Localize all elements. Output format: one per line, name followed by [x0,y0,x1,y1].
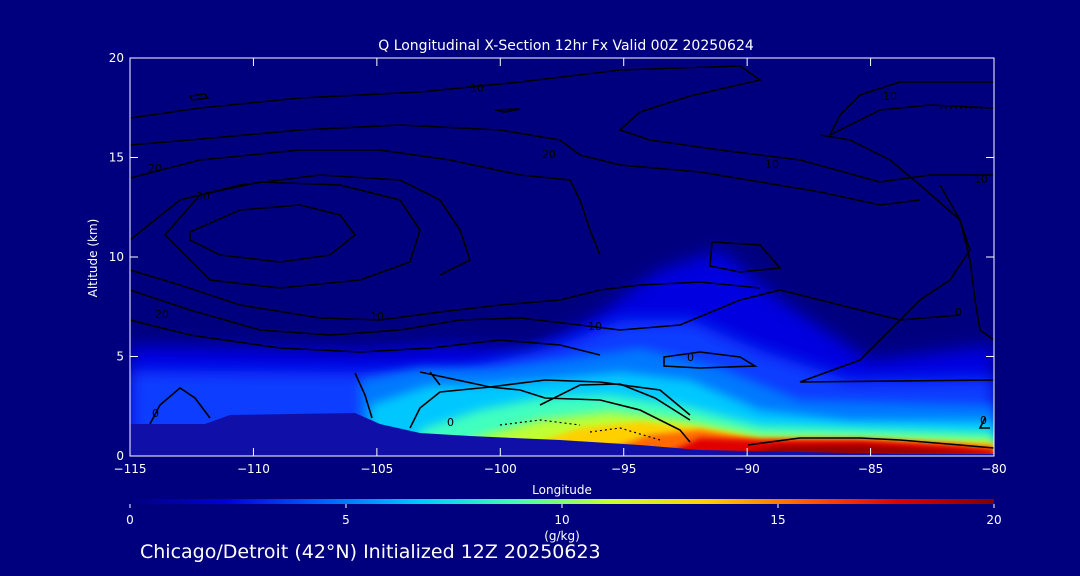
contour-label: 0 [980,414,987,427]
x-tick-label: −100 [484,462,517,476]
x-tick-label: −110 [237,462,270,476]
y-tick-label: 0 [116,449,124,463]
colorbar-ticks: 0 5 10 15 20 [126,504,1002,527]
contour-label: 30 [196,190,210,203]
terrain [130,413,994,456]
contour-label: 20 [148,162,162,175]
x-axis: −115 −110 −105 −100 −95 −90 −85 −80 [114,58,1007,476]
contour-label: 0 [152,407,159,420]
contour-label: 0 [447,416,454,429]
x-axis-label: Longitude [532,483,592,497]
y-tick-label: 20 [109,51,124,65]
x-tick-label: −85 [858,462,883,476]
x-tick-label: −105 [360,462,393,476]
contour-label: 10 [470,82,484,95]
contour-label: 10 [370,310,384,323]
contour-label-group: 10 10 20 20 10 30 10 20 10 10 0 0 0 0 0 [148,82,988,429]
x-tick-label: −115 [114,462,147,476]
x-tick-label: −90 [734,462,759,476]
colorbar-tick-label: 20 [986,513,1001,527]
plot-area: 10 10 20 20 10 30 10 20 10 10 0 0 0 0 0 [130,58,994,456]
colorbar-tick-label: 0 [126,513,134,527]
colorbar-tick-label: 5 [342,513,350,527]
colorbar-tick-label: 15 [770,513,785,527]
y-tick-label: 10 [109,250,124,264]
dotted-contours [499,107,994,441]
footer-caption: Chicago/Detroit (42°N) Initialized 12Z 2… [140,541,601,563]
contour-label: 0 [687,351,694,364]
contour-label: 10 [765,158,779,171]
contour-label: 20 [155,308,169,321]
contour-label: 0 [955,306,962,319]
colorbar [130,499,994,504]
colorbar-tick-label: 10 [554,513,569,527]
x-tick-label: −95 [611,462,636,476]
x-tick-label: −80 [981,462,1006,476]
chart-title: Q Longitudinal X-Section 12hr Fx Valid 0… [378,38,754,54]
y-axis-label: Altitude (km) [86,219,100,298]
contour-label: 20 [542,148,556,161]
colorbar-label: (g/kg) [544,529,580,543]
contour-lines [130,65,994,449]
y-axis: 0 5 10 15 20 [109,51,994,463]
contour-label: 10 [974,173,988,186]
y-tick-label: 5 [116,350,124,364]
contour-label: 10 [883,90,897,103]
y-tick-label: 15 [109,151,124,165]
contour-label: 10 [588,320,602,333]
